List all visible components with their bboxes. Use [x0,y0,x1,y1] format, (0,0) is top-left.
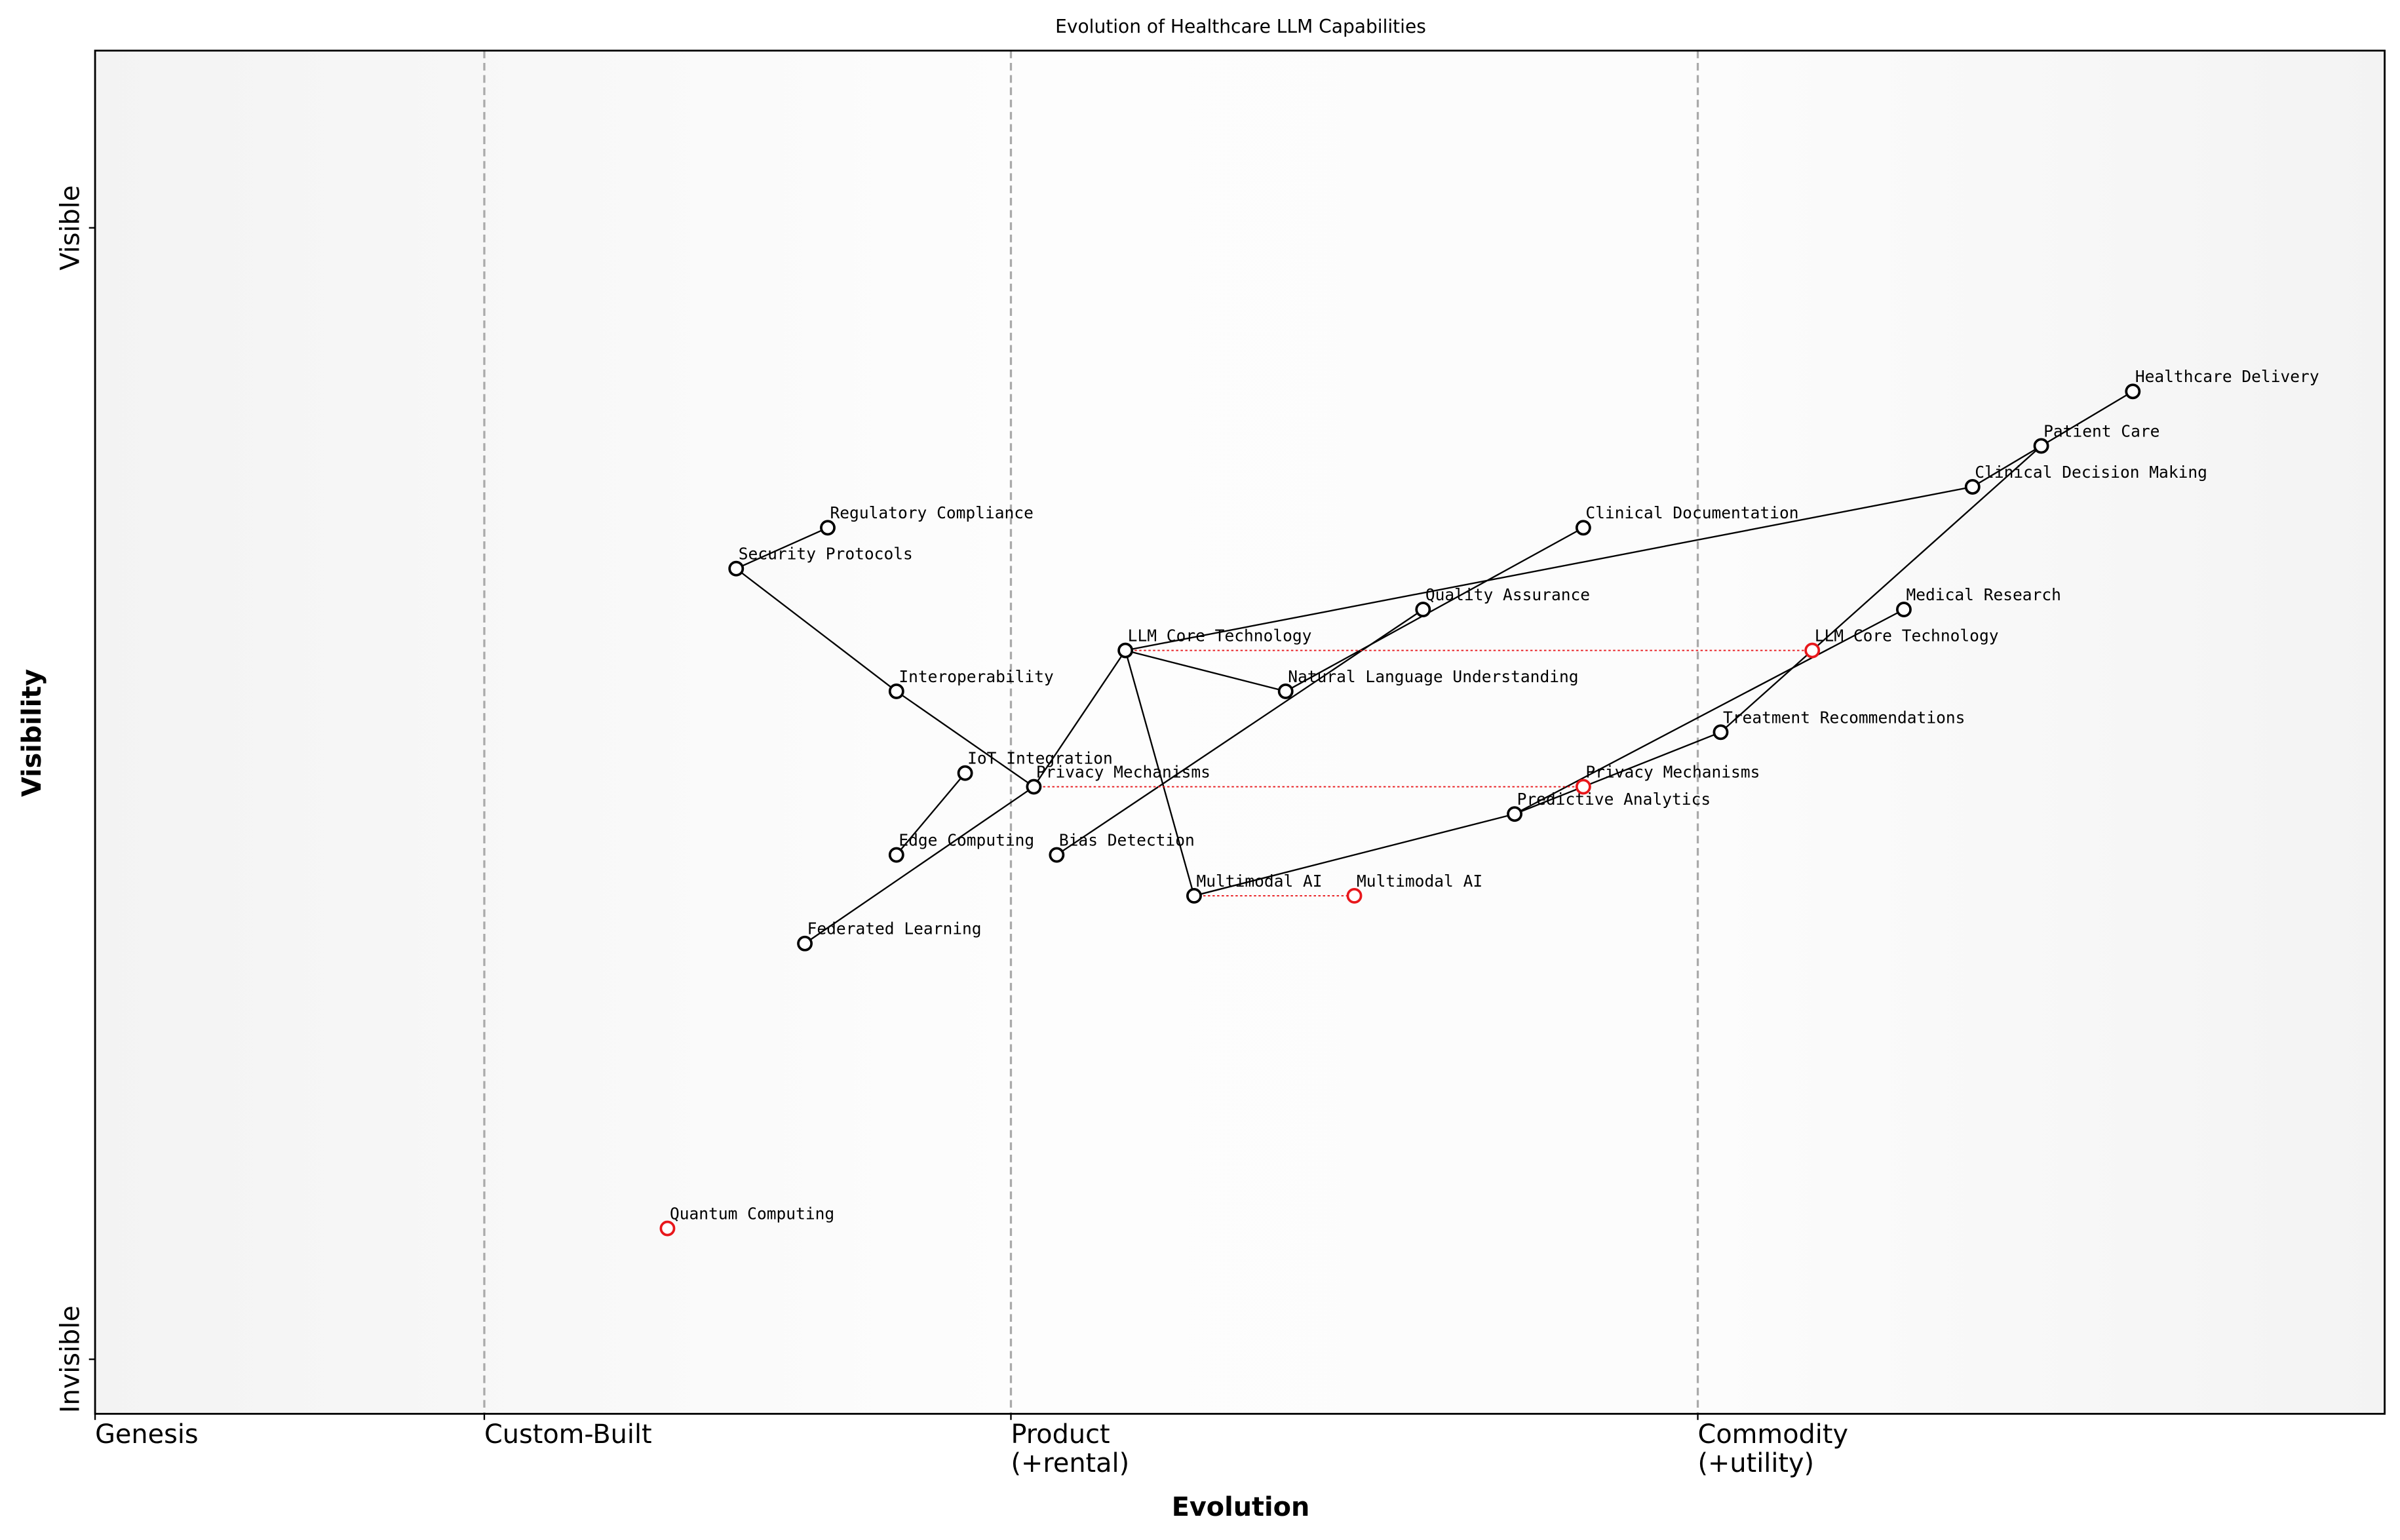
evolved-component-label: Multimodal AI [1357,872,1482,891]
component-label: Treatment Recommendations [1723,708,1965,727]
component-label: Clinical Documentation [1585,503,1798,522]
component [1049,847,1065,863]
component-label: Privacy Mechanisms [1036,762,1210,781]
evolved-component [1346,888,1363,904]
component-label: Patient Care [2043,421,2159,440]
chart-title: Evolution of Healthcare LLM Capabilities [1055,16,1426,37]
link [1514,731,1721,815]
component-label: Edge Computing [899,830,1034,849]
x-tick-label: Product (+rental) [1011,1419,1130,1479]
component [1964,478,1981,495]
component [1507,806,1522,822]
component-label: Regulatory Compliance [830,503,1034,522]
component [1277,683,1294,699]
link [2040,391,2133,447]
component [1117,642,1134,659]
evolved-component [1575,779,1591,795]
y-tick-label: Visible [55,185,85,271]
x-tick-label: Genesis [95,1419,199,1450]
component-label: IoT Integration [967,749,1113,768]
component [728,560,745,577]
link [1125,650,1195,896]
component-label: Medical Research [1906,585,2061,604]
component [2125,383,2141,400]
link [1720,445,2042,733]
link [1285,527,1584,692]
link [1125,649,1286,693]
component-label: Bias Detection [1059,830,1195,849]
x-axis-label: Evolution [1172,1492,1310,1522]
component-label: Multimodal AI [1196,872,1322,891]
component-label: Quality Assurance [1425,585,1590,604]
component [957,765,973,781]
component [1575,520,1591,536]
evolved-component [1804,642,1821,659]
component-label: Healthcare Delivery [2135,367,2319,386]
link [1033,649,1127,788]
component-label: Security Protocols [739,545,913,564]
component [797,935,813,952]
component [820,520,836,536]
evolved-component-label: Quantum Computing [670,1204,834,1223]
component-label: Clinical Decision Making [1975,463,2207,482]
component [888,683,904,699]
link [735,527,828,569]
component [1026,779,1042,795]
link [1193,813,1515,897]
component [1713,724,1729,741]
link [1972,445,2042,488]
evolved-component [659,1220,676,1237]
plot-frame [94,49,2386,1415]
component-label: LLM Core Technology [1128,626,1312,645]
x-tick-label: Custom-Built [484,1419,652,1450]
link [804,786,1035,944]
y-tick-label: Invisible [55,1305,85,1413]
evolved-component-label: LLM Core Technology [1815,626,1999,645]
component-label: Predictive Analytics [1517,790,1711,809]
link [1125,486,1973,651]
component [1415,602,1431,618]
x-tick-label: Commodity (+utility) [1697,1419,1849,1479]
component-label: Interoperability [899,667,1053,686]
link [895,772,966,856]
link [896,690,1035,788]
component-label: Federated Learning [807,919,982,938]
component [1896,602,1912,618]
component [1186,888,1202,904]
y-axis-label: Visibility [17,669,47,797]
evolved-component-label: Privacy Mechanisms [1585,762,1760,781]
component [888,847,904,863]
component [2033,438,2049,454]
component-label: Natural Language Understanding [1288,667,1578,686]
link [735,568,897,692]
